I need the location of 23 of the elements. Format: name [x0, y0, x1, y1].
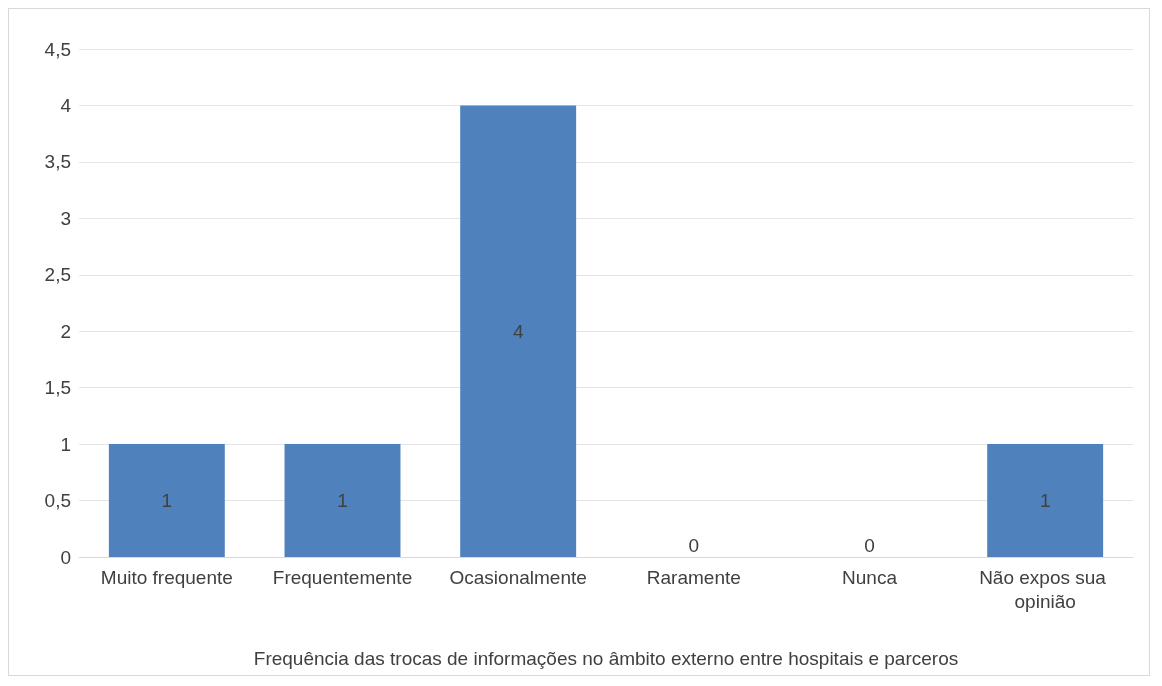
- y-tick-label: 0: [60, 546, 71, 568]
- y-tick-label: 0,5: [44, 490, 71, 512]
- x-axis-title: Frequência das trocas de informações no âmbito externo entre hospitais e parceros: [253, 648, 959, 669]
- data-label: 0: [688, 535, 700, 556]
- y-tick-label: 1: [60, 433, 71, 455]
- data-label: 1: [337, 490, 348, 512]
- data-label: 0: [864, 535, 875, 556]
- y-tick-label: 4: [60, 94, 72, 116]
- x-tick-label: Não expos sua opinião: [979, 566, 1112, 612]
- x-tick-label: Raramente: [646, 566, 741, 588]
- y-tick-label: 3,5: [44, 151, 71, 173]
- x-tick-label: Frequentemente: [272, 566, 413, 588]
- y-tick-label: 4,5: [44, 38, 71, 60]
- x-tick-label: Ocasionalmente: [449, 566, 587, 588]
- data-label: 1: [161, 490, 173, 512]
- data-label: 1: [1039, 490, 1051, 512]
- y-tick-label: 2: [60, 320, 71, 342]
- y-tick-label: 1,5: [44, 377, 71, 399]
- data-label: 4: [512, 320, 524, 342]
- y-tick-label: 2,5: [44, 264, 71, 286]
- y-tick-label: 3: [60, 207, 71, 229]
- x-tick-label: Nunca: [842, 566, 898, 588]
- x-tick-label: Muito frequente: [100, 566, 233, 588]
